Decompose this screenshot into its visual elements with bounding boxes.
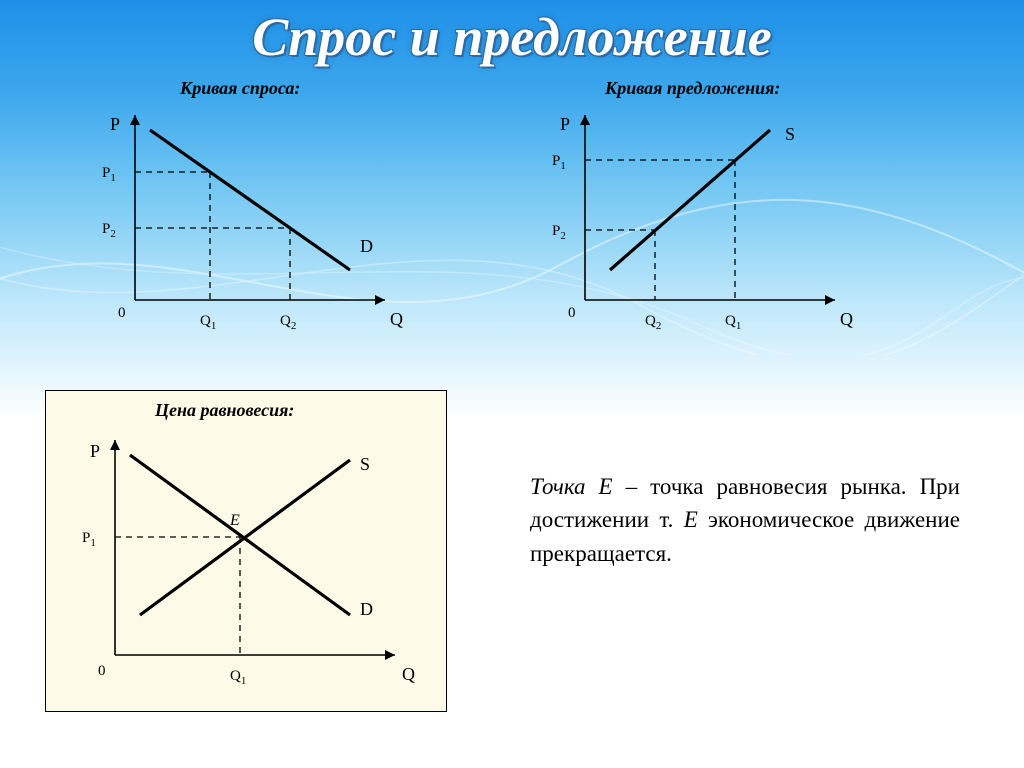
eq-origin-label: 0 <box>98 663 106 679</box>
demand-subtitle: Кривая спроса: <box>180 78 300 99</box>
para-seg1: Точка Е <box>530 474 613 499</box>
demand-chart: P Q 0 P1 P2 Q1 Q2 D <box>90 100 410 340</box>
equilibrium-paragraph: Точка Е – точка равновесия рынка. При до… <box>530 470 960 570</box>
equilibrium-subtitle: Цена равновесия: <box>155 400 294 421</box>
eq-ytick: P1 <box>82 530 96 549</box>
supply-axis-x-label: Q <box>840 309 853 329</box>
demand-axis-y-label: P <box>110 114 120 134</box>
eq-axis-x-label: Q <box>402 664 415 684</box>
equilibrium-chart: P Q 0 P1 Q1 S D E <box>70 425 430 705</box>
eq-s-label: S <box>360 454 370 474</box>
para-seg3: Е <box>684 507 698 532</box>
eq-xtick: Q1 <box>230 668 246 687</box>
supply-ytick-2: P2 <box>552 223 566 242</box>
demand-ytick-2: P2 <box>102 221 116 240</box>
demand-curve-label: D <box>360 236 373 256</box>
demand-axis-x-label: Q <box>390 309 403 329</box>
supply-curve-label: S <box>785 124 795 144</box>
supply-ytick-1: P1 <box>552 153 566 172</box>
supply-subtitle: Кривая предложения: <box>605 78 780 99</box>
demand-origin-label: 0 <box>118 305 126 321</box>
supply-origin-label: 0 <box>568 305 576 321</box>
demand-ytick-1: P1 <box>102 165 116 184</box>
supply-xtick-1: Q2 <box>645 313 661 332</box>
demand-xtick-2: Q2 <box>280 313 296 332</box>
eq-point-label: E <box>229 512 240 529</box>
supply-xtick-2: Q1 <box>725 313 741 332</box>
eq-d-label: D <box>360 599 373 619</box>
supply-axis-y-label: P <box>560 114 570 134</box>
page-title: Спрос и предложение <box>0 6 1024 68</box>
eq-axis-y-label: P <box>90 441 100 461</box>
supply-chart: P Q 0 P1 P2 Q2 Q1 S <box>540 100 860 340</box>
demand-xtick-1: Q1 <box>200 313 216 332</box>
